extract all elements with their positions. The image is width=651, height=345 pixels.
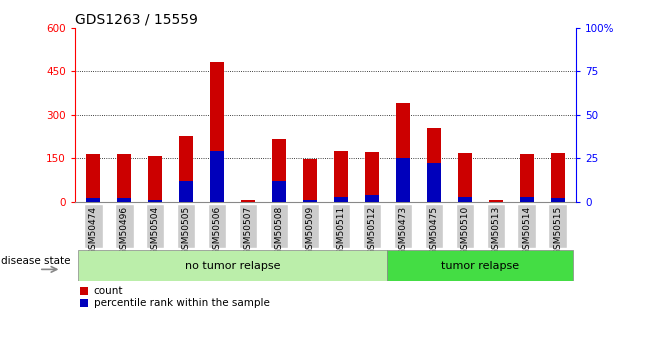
Bar — [396, 103, 410, 202]
Bar — [179, 137, 193, 202]
Bar — [332, 204, 350, 248]
Bar — [115, 204, 133, 248]
Bar — [334, 151, 348, 202]
Bar — [427, 128, 441, 202]
Bar — [303, 200, 317, 202]
Bar — [272, 181, 286, 202]
Bar — [210, 151, 224, 202]
Text: GSM50512: GSM50512 — [367, 206, 376, 255]
Text: GSM50507: GSM50507 — [243, 206, 253, 255]
Bar — [551, 198, 564, 202]
Text: no tumor relapse: no tumor relapse — [185, 261, 281, 270]
Text: GSM50514: GSM50514 — [522, 206, 531, 255]
Bar — [177, 204, 195, 248]
Bar — [518, 204, 536, 248]
Text: GSM50510: GSM50510 — [460, 206, 469, 255]
Legend: count, percentile rank within the sample: count, percentile rank within the sample — [80, 286, 270, 308]
Text: GSM50504: GSM50504 — [151, 206, 159, 255]
Bar — [179, 181, 193, 202]
Text: GSM50506: GSM50506 — [213, 206, 222, 255]
Text: GDS1263 / 15559: GDS1263 / 15559 — [75, 12, 198, 27]
Bar — [396, 158, 410, 202]
Text: GSM50496: GSM50496 — [120, 206, 129, 255]
Text: GSM50513: GSM50513 — [492, 206, 500, 255]
Bar — [551, 153, 564, 202]
Bar — [303, 159, 317, 202]
Bar — [519, 197, 534, 202]
Bar — [84, 204, 103, 248]
Bar — [241, 200, 255, 202]
Bar — [87, 198, 100, 202]
Text: GSM50473: GSM50473 — [398, 206, 408, 255]
Bar — [427, 164, 441, 202]
Bar — [210, 62, 224, 202]
Text: GSM50515: GSM50515 — [553, 206, 562, 255]
Bar — [272, 139, 286, 202]
Text: GSM50505: GSM50505 — [182, 206, 191, 255]
Bar — [239, 204, 257, 248]
Text: tumor relapse: tumor relapse — [441, 261, 519, 270]
Text: GSM50508: GSM50508 — [275, 206, 284, 255]
Text: GSM50474: GSM50474 — [89, 206, 98, 255]
Text: GSM50475: GSM50475 — [429, 206, 438, 255]
Bar — [117, 155, 132, 202]
Bar — [387, 250, 573, 281]
Bar — [486, 204, 505, 248]
Bar — [458, 153, 472, 202]
Bar — [146, 204, 165, 248]
Bar — [208, 204, 227, 248]
Text: GSM50511: GSM50511 — [337, 206, 346, 255]
Bar — [363, 204, 381, 248]
Bar — [365, 195, 379, 202]
Bar — [301, 204, 319, 248]
Bar — [489, 200, 503, 202]
Bar — [334, 197, 348, 202]
Bar — [148, 200, 162, 202]
Bar — [148, 156, 162, 202]
Bar — [424, 204, 443, 248]
Bar — [78, 250, 387, 281]
Text: disease state: disease state — [1, 256, 71, 266]
Bar — [519, 154, 534, 202]
Bar — [87, 154, 100, 202]
Bar — [394, 204, 412, 248]
Bar — [458, 197, 472, 202]
Text: GSM50509: GSM50509 — [305, 206, 314, 255]
Bar — [270, 204, 288, 248]
Bar — [365, 152, 379, 202]
Bar — [548, 204, 567, 248]
Bar — [117, 198, 132, 202]
Bar — [456, 204, 474, 248]
